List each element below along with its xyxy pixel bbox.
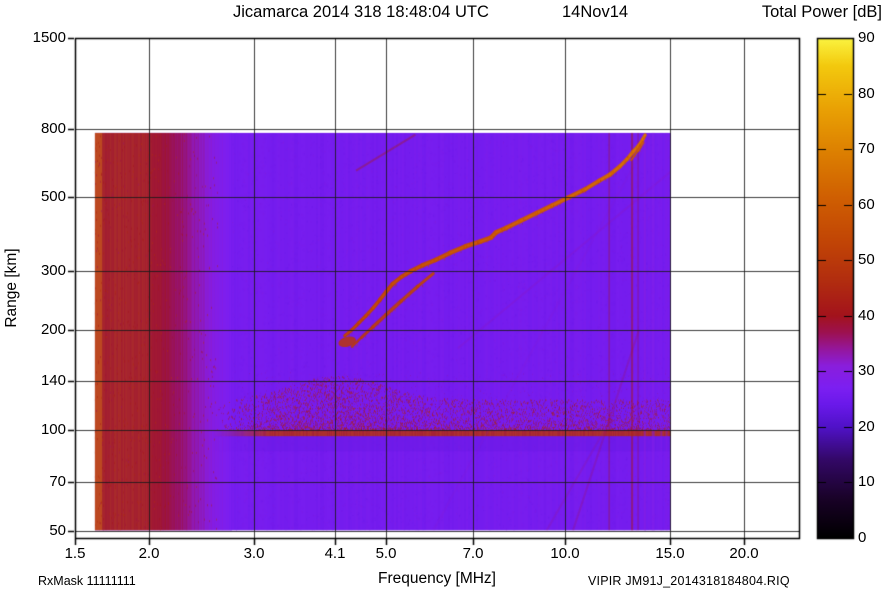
colorbar-tick-label: 50 [858,251,875,268]
plot-title-date: 14Nov14 [562,3,629,21]
x-tick-label: 5.0 [375,545,397,562]
colorbar-tick-label: 30 [858,362,875,379]
plot-title: Jicamarca 2014 318 18:48:04 UTC [233,3,489,21]
file-name-label: VIPIR JM91J_2014318184804.RIQ [588,574,790,588]
colorbar-tick-label: 70 [858,140,875,157]
colorbar-tick-label: 40 [858,307,875,324]
x-tick-label: 15.0 [655,545,685,562]
rx-mask-label: RxMask 11111111 [38,574,136,588]
x-tick-label: 7.0 [462,545,484,562]
y-tick-label: 140 [40,372,66,389]
colorbar-tick-label: 90 [858,29,875,46]
y-tick-label: 800 [40,120,66,137]
y-tick-label: 1500 [32,29,66,46]
colorbar-tick-label: 60 [858,196,875,213]
x-axis-title: Frequency [MHz] [377,570,496,587]
x-tick-label: 10.0 [550,545,580,562]
x-tick-label: 2.0 [138,545,160,562]
y-tick-label: 50 [49,522,66,539]
x-tick-label: 4.1 [324,545,346,562]
x-tick-label: 1.5 [64,545,86,562]
x-tick-label: 3.0 [243,545,265,562]
y-tick-label: 500 [40,188,66,205]
y-tick-label: 100 [40,421,66,438]
colorbar-tick-label: 0 [858,529,867,546]
y-tick-label: 300 [40,262,66,279]
colorbar-title: Total Power [dB] [761,3,882,21]
colorbar-tick-label: 80 [858,85,875,102]
colorbar-tick-label: 20 [858,418,875,435]
colorbar-tick-label: 10 [858,473,875,490]
x-tick-label: 20.0 [729,545,759,562]
y-tick-label: 70 [49,473,66,490]
y-tick-label: 200 [40,321,66,338]
